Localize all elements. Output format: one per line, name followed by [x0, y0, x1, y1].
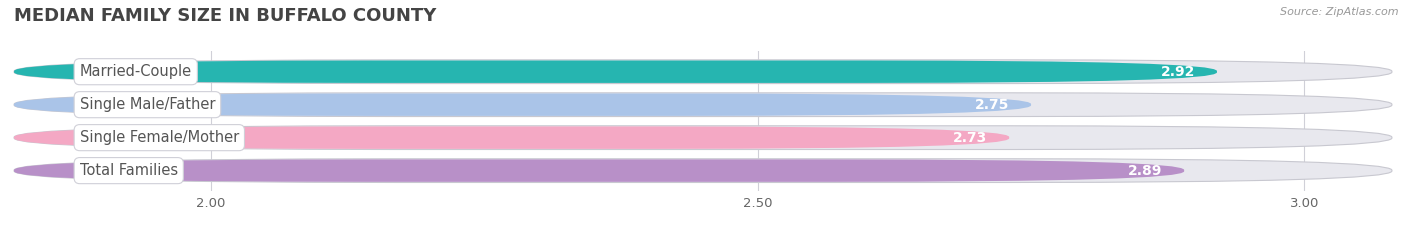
FancyBboxPatch shape — [14, 60, 1392, 84]
Text: Total Families: Total Families — [80, 163, 177, 178]
Text: 2.89: 2.89 — [1128, 164, 1163, 178]
Text: Single Female/Mother: Single Female/Mother — [80, 130, 239, 145]
FancyBboxPatch shape — [14, 61, 1218, 83]
Text: 2.92: 2.92 — [1161, 65, 1195, 79]
FancyBboxPatch shape — [14, 159, 1184, 182]
FancyBboxPatch shape — [14, 126, 1392, 150]
Text: MEDIAN FAMILY SIZE IN BUFFALO COUNTY: MEDIAN FAMILY SIZE IN BUFFALO COUNTY — [14, 7, 436, 25]
FancyBboxPatch shape — [14, 93, 1392, 116]
Text: 2.73: 2.73 — [953, 131, 987, 145]
FancyBboxPatch shape — [14, 93, 1031, 116]
Text: Married-Couple: Married-Couple — [80, 64, 191, 79]
FancyBboxPatch shape — [14, 127, 1010, 149]
Text: Single Male/Father: Single Male/Father — [80, 97, 215, 112]
Text: Source: ZipAtlas.com: Source: ZipAtlas.com — [1281, 7, 1399, 17]
FancyBboxPatch shape — [14, 159, 1392, 182]
Text: 2.75: 2.75 — [974, 98, 1010, 112]
